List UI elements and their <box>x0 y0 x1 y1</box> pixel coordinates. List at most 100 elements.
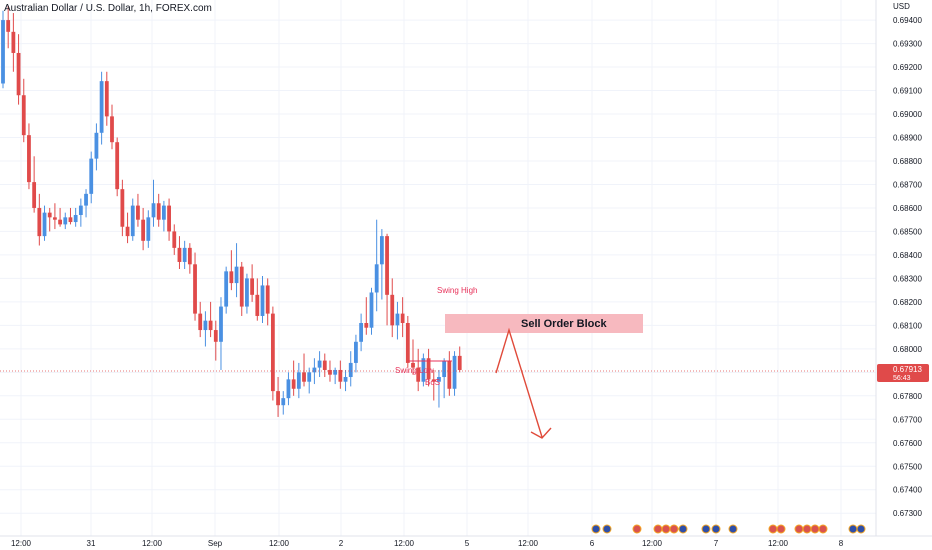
candle <box>426 348 431 387</box>
candle-body <box>390 294 395 326</box>
au-flag-icon[interactable] <box>591 524 601 534</box>
us-flag-icon[interactable] <box>802 524 812 534</box>
price-tick-label: 0.69100 <box>893 87 922 96</box>
candle-body <box>239 266 244 307</box>
candle <box>343 369 348 392</box>
price-tick-label: 0.67500 <box>893 462 922 471</box>
candle <box>172 224 177 255</box>
au-flag-icon[interactable] <box>728 524 738 534</box>
symbol-title[interactable]: Australian Dollar / U.S. Dollar, 1h, FOR… <box>4 3 212 14</box>
candle <box>1 10 5 89</box>
candle <box>151 179 156 227</box>
candle <box>27 123 31 190</box>
au-flag-icon[interactable] <box>602 524 612 534</box>
candle <box>452 351 457 396</box>
projection-arrow <box>495 327 543 438</box>
us-flag-icon[interactable] <box>653 524 663 534</box>
candle-body <box>452 355 457 389</box>
candle <box>245 273 249 314</box>
candle <box>296 362 301 399</box>
candle-body <box>317 360 322 368</box>
us-flag-icon[interactable] <box>632 524 642 534</box>
us-flag-icon[interactable] <box>818 524 828 534</box>
candle <box>437 369 441 408</box>
time-tick-label: 12:00 <box>142 539 163 548</box>
price-tick-label: 0.68600 <box>893 204 922 213</box>
last-price-countdown: 56:43 <box>893 375 911 382</box>
candle-body <box>167 205 171 232</box>
candle <box>405 315 410 368</box>
candle <box>312 358 317 385</box>
candle <box>442 358 447 399</box>
price-axis[interactable]: 0.69400 0.69300 0.69200 0.69100 0.69000 0.689… <box>893 16 922 518</box>
candle <box>250 264 255 302</box>
economic-events-row <box>591 524 866 534</box>
au-flag-icon[interactable] <box>678 524 688 534</box>
candle-body <box>53 217 57 220</box>
candle-body <box>193 264 197 314</box>
last-price-tag <box>877 364 929 382</box>
candle-body <box>27 135 31 183</box>
candle-body <box>364 323 369 328</box>
candle <box>400 297 405 338</box>
candle <box>302 353 306 387</box>
us-flag-icon[interactable] <box>669 524 679 534</box>
candle <box>255 278 260 321</box>
candle-body <box>307 372 312 382</box>
candle-body <box>213 330 218 342</box>
candle <box>32 156 37 213</box>
candle-body <box>333 369 338 375</box>
candle-body <box>6 20 11 32</box>
candle-body <box>348 362 353 378</box>
candle <box>146 210 151 248</box>
candle <box>457 346 462 373</box>
candle <box>333 367 338 385</box>
time-axis[interactable]: 12:00 31 12:00 Sep 12:00 2 12:00 5 12:00 6 12:00 7 1… <box>11 539 844 548</box>
candle-body <box>120 189 125 227</box>
candle-body <box>338 369 343 382</box>
price-axis-currency: USD <box>893 2 910 11</box>
candle <box>338 360 343 389</box>
candle <box>63 212 68 230</box>
candle <box>219 297 223 370</box>
sell-order-block-label: Sell Order Block <box>521 318 607 330</box>
us-flag-icon[interactable] <box>794 524 804 534</box>
price-tick-label: 0.67600 <box>893 439 922 448</box>
candle <box>89 151 94 204</box>
candle <box>21 78 26 143</box>
au-flag-icon[interactable] <box>711 524 721 534</box>
candle <box>53 203 57 230</box>
candle-body <box>130 205 135 237</box>
candle-body <box>400 313 405 324</box>
candle-body <box>208 320 213 331</box>
candle-body <box>78 205 83 215</box>
candle-body <box>302 372 306 382</box>
au-flag-icon[interactable] <box>856 524 866 534</box>
time-tick-label: 8 <box>839 539 844 548</box>
candle <box>431 369 436 401</box>
candle-body <box>84 193 88 206</box>
projection-arrowhead <box>530 427 552 439</box>
candle-body <box>1 20 5 84</box>
candle <box>208 301 213 338</box>
candle <box>120 179 125 237</box>
au-flag-icon[interactable] <box>701 524 711 534</box>
us-flag-icon[interactable] <box>768 524 778 534</box>
candle-body <box>442 360 447 378</box>
candle-body <box>11 31 16 53</box>
us-flag-icon[interactable] <box>776 524 786 534</box>
us-flag-icon[interactable] <box>810 524 820 534</box>
price-tick-label: 0.68500 <box>893 227 922 236</box>
candle <box>37 193 42 246</box>
candle <box>78 198 83 227</box>
au-flag-icon[interactable] <box>848 524 858 534</box>
candle-body <box>110 116 114 143</box>
candle-body <box>343 377 348 382</box>
price-tick-label: 0.68400 <box>893 251 922 260</box>
candle-body <box>411 362 415 368</box>
candle <box>110 104 114 150</box>
candle-body <box>198 313 203 331</box>
candle-body <box>379 236 384 265</box>
us-flag-icon[interactable] <box>661 524 671 534</box>
